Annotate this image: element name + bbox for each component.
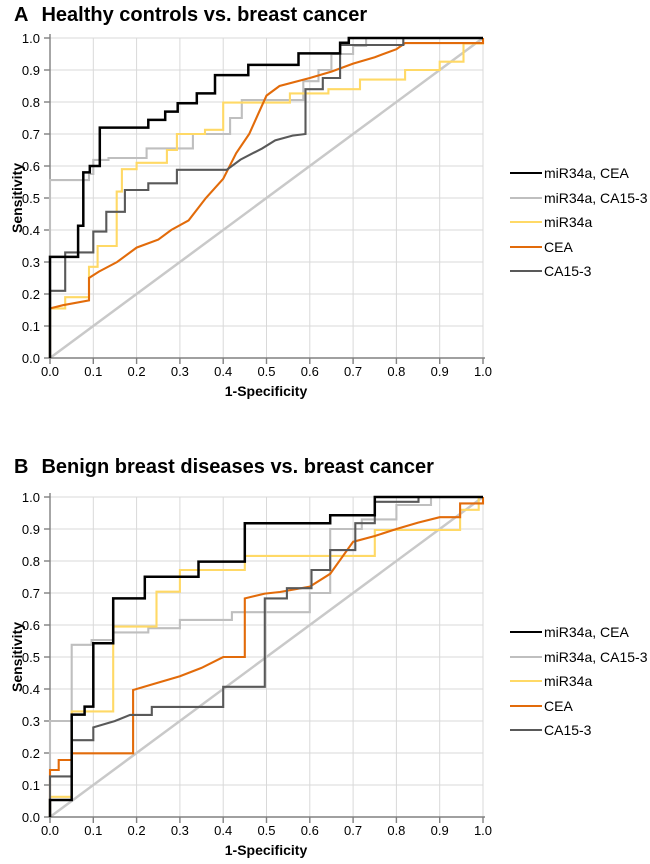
roc-curve-cea <box>48 38 485 358</box>
y-tick-label: 0.6 <box>21 159 40 174</box>
diagonal-reference-line <box>49 36 484 360</box>
x-tick-label: 0.2 <box>127 823 146 838</box>
x-tick-label: 0.0 <box>40 364 60 379</box>
y-tick-label: 0.8 <box>21 95 40 110</box>
x-tick-label: 0.1 <box>84 364 103 379</box>
x-tick-label: 0.9 <box>430 823 449 838</box>
x-tick-label: 0.8 <box>387 364 406 379</box>
roc-curve-mir34a-ca15-3 <box>48 36 483 358</box>
x-tick-label: 0.4 <box>214 364 233 379</box>
x-tick-label: 0.6 <box>300 823 319 838</box>
y-tick-label: 0.9 <box>21 522 40 537</box>
x-tick-label: 1.0 <box>473 364 493 379</box>
roc-curve-ca15-3 <box>48 36 483 358</box>
x-tick-label: 0.3 <box>170 823 189 838</box>
roc-curve-mir34a <box>48 38 485 358</box>
y-tick-label: 0.7 <box>21 127 40 142</box>
y-tick-label: 0.4 <box>21 223 40 238</box>
y-tick-label: 0.7 <box>21 586 40 601</box>
y-tick-label: 0.3 <box>21 255 40 270</box>
y-tick-label: 0.3 <box>21 714 40 729</box>
x-tick-label: 0.7 <box>344 364 363 379</box>
y-tick-label: 0.6 <box>21 618 40 633</box>
y-tick-label: 1.0 <box>21 31 40 46</box>
panel-a-title: A Healthy controls vs. breast cancer <box>14 4 367 27</box>
x-tick-label: 0.2 <box>127 364 146 379</box>
roc-curve-mir34a-cea <box>48 36 483 358</box>
panel-b-title-text: Benign breast diseases vs. breast cancer <box>41 456 434 478</box>
x-tick-label: 1.0 <box>473 823 493 838</box>
y-tick-label: 0.5 <box>21 191 40 206</box>
panel-b-letter: B <box>14 456 29 478</box>
x-tick-label: 0.3 <box>170 364 189 379</box>
panel-a-letter: A <box>14 4 29 26</box>
y-tick-label: 0.8 <box>21 554 40 569</box>
x-tick-label: 0.5 <box>257 823 276 838</box>
x-tick-label: 0.1 <box>84 823 103 838</box>
y-tick-label: 0.0 <box>21 351 40 366</box>
y-tick-label: 0.9 <box>21 63 40 78</box>
x-tick-label: 0.6 <box>300 364 319 379</box>
y-tick-label: 0.4 <box>21 682 40 697</box>
x-tick-label: 0.0 <box>40 823 60 838</box>
x-tick-label: 0.9 <box>430 364 449 379</box>
roc-curve-mir34a-cea <box>48 495 483 817</box>
x-tick-label: 0.8 <box>387 823 406 838</box>
roc-curve-ca15-3 <box>48 495 483 817</box>
y-tick-label: 0.1 <box>21 319 40 334</box>
y-tick-label: 0.1 <box>21 778 40 793</box>
y-tick-label: 0.5 <box>21 650 40 665</box>
panel-a-xlabel: 1-Specificity <box>224 383 308 399</box>
roc-curve-mir34a-ca15-3 <box>48 495 483 817</box>
y-tick-label: 0.0 <box>21 810 40 825</box>
panel-b-xlabel: 1-Specificity <box>224 842 308 858</box>
panel-a-title-text: Healthy controls vs. breast cancer <box>41 4 368 26</box>
panel-b-title: B Benign breast diseases vs. breast cance… <box>14 456 434 479</box>
x-tick-label: 0.5 <box>257 364 276 379</box>
x-tick-label: 0.4 <box>214 823 233 838</box>
y-tick-label: 1.0 <box>21 490 40 505</box>
x-tick-label: 0.7 <box>344 823 363 838</box>
y-tick-label: 0.2 <box>21 746 40 761</box>
y-tick-label: 0.2 <box>21 287 40 302</box>
diagonal-reference-line <box>49 495 484 819</box>
